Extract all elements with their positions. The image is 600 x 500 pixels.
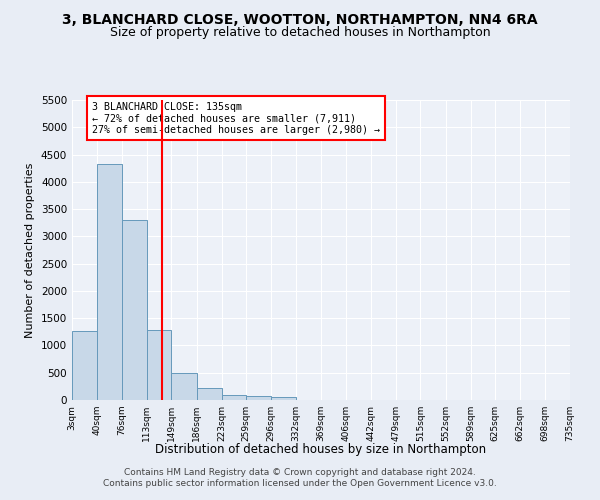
Text: Size of property relative to detached houses in Northampton: Size of property relative to detached ho… [110, 26, 490, 39]
Y-axis label: Number of detached properties: Number of detached properties [25, 162, 35, 338]
Text: 3 BLANCHARD CLOSE: 135sqm
← 72% of detached houses are smaller (7,911)
27% of se: 3 BLANCHARD CLOSE: 135sqm ← 72% of detac… [92, 102, 380, 134]
Bar [97, 164, 122, 400]
Bar [172, 374, 197, 400]
Bar [122, 220, 147, 400]
Text: Contains HM Land Registry data © Crown copyright and database right 2024.
Contai: Contains HM Land Registry data © Crown c… [103, 468, 497, 487]
Bar [271, 397, 296, 400]
Text: 3, BLANCHARD CLOSE, WOOTTON, NORTHAMPTON, NN4 6RA: 3, BLANCHARD CLOSE, WOOTTON, NORTHAMPTON… [62, 12, 538, 26]
Bar [72, 330, 97, 400]
Bar [246, 396, 271, 400]
Bar [147, 330, 172, 400]
Bar [221, 395, 246, 400]
Bar [197, 388, 221, 400]
Text: Distribution of detached houses by size in Northampton: Distribution of detached houses by size … [155, 442, 487, 456]
